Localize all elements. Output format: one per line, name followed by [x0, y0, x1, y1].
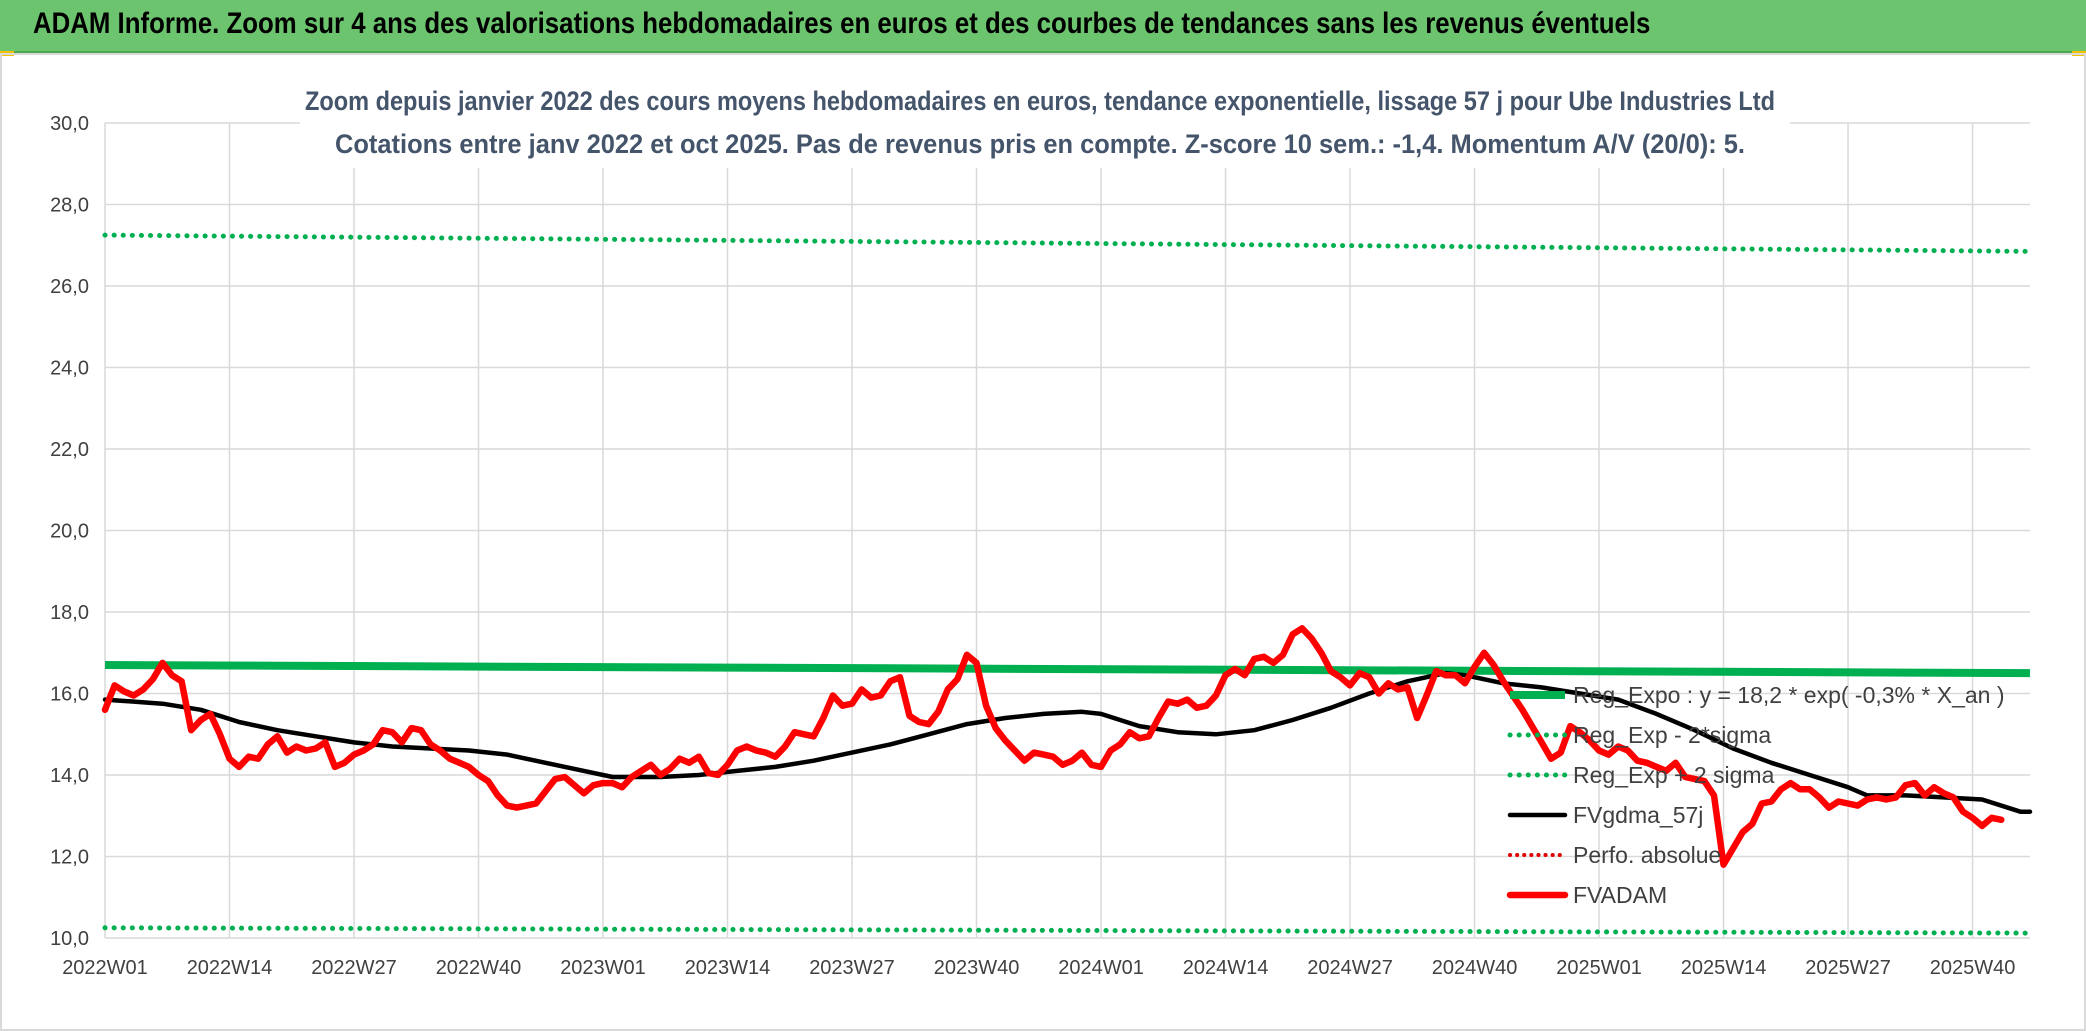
chart-subtitle: Cotations entre janv 2022 et oct 2025. P… — [335, 129, 1745, 159]
title-backdrop — [300, 76, 1790, 168]
y-tick-label: 10,0 — [50, 928, 89, 950]
x-tick-label: 2023W27 — [809, 957, 895, 979]
chart-frame — [0, 53, 2086, 1031]
x-tick-label: 2022W40 — [436, 957, 522, 979]
x-tick-label: 2025W40 — [1930, 957, 2016, 979]
report-title: ADAM Informe. Zoom sur 4 ans des valoris… — [33, 7, 1651, 40]
chart-title: Zoom depuis janvier 2022 des cours moyen… — [305, 86, 1775, 116]
y-axis-labels: 30,0 28,0 26,0 24,0 22,0 20,0 18,0 16,0 14,0 12,0… — [50, 113, 89, 950]
x-tick-label: 2023W40 — [934, 957, 1020, 979]
y-tick-label: 16,0 — [50, 684, 89, 706]
legend-label: Reg_Expo : y = 18,2 * exp( -0,3% * X_an … — [1573, 682, 2005, 708]
y-tick-label: 26,0 — [50, 276, 89, 298]
report-banner: ADAM Informe. Zoom sur 4 ans des valoris… — [0, 0, 2086, 53]
series-line-fvgdma-57j — [102, 670, 2033, 814]
x-tick-label: 2024W14 — [1183, 957, 1269, 979]
series-group — [101, 232, 2033, 936]
x-tick-label: 2023W01 — [560, 957, 646, 979]
x-tick-label: 2025W14 — [1681, 957, 1767, 979]
x-tick-label: 2022W27 — [311, 957, 397, 979]
legend-label: Reg_Exp + 2 sigma — [1573, 762, 1775, 788]
x-tick-label: 2023W14 — [685, 957, 771, 979]
gridlines — [104, 122, 2030, 939]
x-axis-labels: 2022W01 2022W14 2022W27 2022W40 2023W01 2023W… — [62, 957, 2015, 979]
x-tick-label: 2025W27 — [1805, 957, 1891, 979]
series-line-reg-exp-2-sigma — [102, 925, 2033, 936]
x-tick-label: 2024W01 — [1058, 957, 1144, 979]
legend-label: Reg_Exp - 2*sigma — [1573, 722, 1771, 748]
y-tick-label: 24,0 — [50, 358, 89, 380]
x-tick-label: 2024W40 — [1432, 957, 1518, 979]
series-line-reg-expo — [104, 661, 2031, 678]
y-tick-label: 18,0 — [50, 602, 89, 624]
y-tick-label: 20,0 — [50, 521, 89, 543]
x-tick-label: 2025W01 — [1556, 957, 1642, 979]
series-line-reg-exp-2-sigma — [102, 232, 2033, 254]
y-tick-label: 14,0 — [50, 765, 89, 787]
x-tick-label: 2022W01 — [62, 957, 148, 979]
legend-label: Perfo. absolue — [1573, 842, 1721, 868]
x-tick-label: 2022W14 — [187, 957, 273, 979]
y-tick-label: 30,0 — [50, 113, 89, 135]
y-tick-label: 22,0 — [50, 439, 89, 461]
legend: Reg_Expo : y = 18,2 * exp( -0,3% * X_an … — [1506, 682, 2005, 908]
legend-label: FVgdma_57j — [1573, 802, 1703, 828]
y-tick-label: 12,0 — [50, 847, 89, 869]
x-tick-label: 2024W27 — [1307, 957, 1393, 979]
y-tick-label: 28,0 — [50, 195, 89, 217]
legend-label: FVADAM — [1573, 882, 1667, 908]
series-line-fvadam — [101, 625, 2005, 868]
